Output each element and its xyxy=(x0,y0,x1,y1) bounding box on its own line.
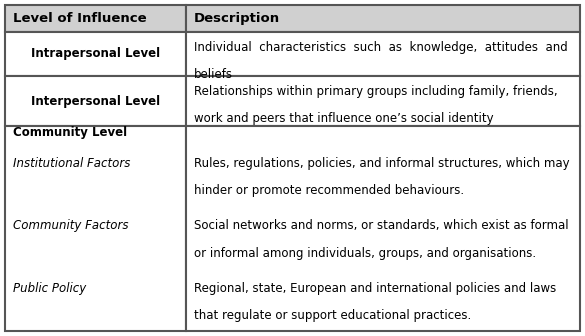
Bar xyxy=(186,76,580,126)
Bar xyxy=(5,76,186,126)
Bar xyxy=(5,126,186,331)
Bar xyxy=(5,32,186,76)
Text: Intrapersonal Level: Intrapersonal Level xyxy=(31,47,160,60)
Text: Regional, state, European and international policies and laws: Regional, state, European and internatio… xyxy=(194,282,556,295)
Text: that regulate or support educational practices.: that regulate or support educational pra… xyxy=(194,309,472,323)
Bar xyxy=(186,126,580,331)
Bar xyxy=(186,32,580,76)
Text: Public Policy: Public Policy xyxy=(13,282,86,295)
Text: or informal among individuals, groups, and organisations.: or informal among individuals, groups, a… xyxy=(194,247,536,260)
Text: hinder or promote recommended behaviours.: hinder or promote recommended behaviours… xyxy=(194,184,464,197)
Text: Community Factors: Community Factors xyxy=(13,219,129,232)
Text: Social networks and norms, or standards, which exist as formal: Social networks and norms, or standards,… xyxy=(194,219,569,233)
Text: Community Level: Community Level xyxy=(13,126,127,139)
Text: Institutional Factors: Institutional Factors xyxy=(13,157,130,170)
Text: beliefs: beliefs xyxy=(194,68,233,81)
Text: Individual  characteristics  such  as  knowledge,  attitudes  and: Individual characteristics such as knowl… xyxy=(194,41,568,54)
Text: Level of Influence: Level of Influence xyxy=(13,12,147,25)
Text: Description: Description xyxy=(194,12,280,25)
Text: Interpersonal Level: Interpersonal Level xyxy=(31,94,160,108)
Bar xyxy=(186,5,580,32)
Text: Rules, regulations, policies, and informal structures, which may: Rules, regulations, policies, and inform… xyxy=(194,157,570,170)
Text: Relationships within primary groups including family, friends,: Relationships within primary groups incl… xyxy=(194,85,558,98)
Text: work and peers that influence one’s social identity: work and peers that influence one’s soci… xyxy=(194,112,494,125)
Bar xyxy=(5,5,186,32)
